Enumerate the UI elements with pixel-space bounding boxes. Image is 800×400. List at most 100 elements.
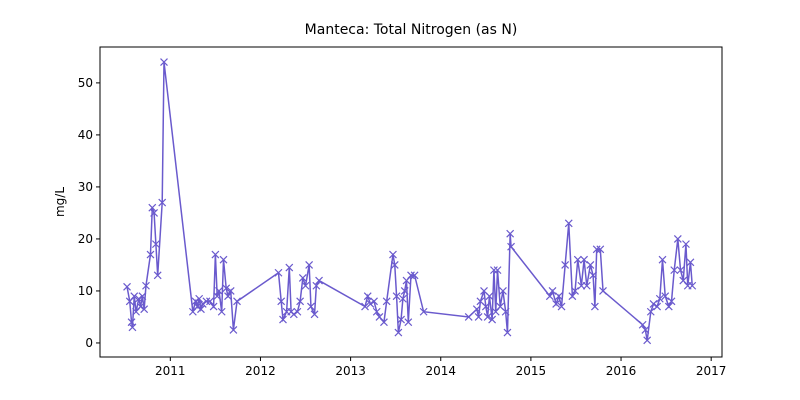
data-marker <box>366 300 375 308</box>
data-marker <box>150 208 159 217</box>
data-marker <box>599 287 607 295</box>
data-marker <box>146 250 155 259</box>
y-tick-label: 50 <box>78 76 93 90</box>
data-marker <box>130 292 139 301</box>
data-marker <box>158 198 167 207</box>
y-tick-label: 10 <box>78 284 93 298</box>
data-marker <box>474 313 483 321</box>
y-tick-label: 40 <box>78 128 93 142</box>
data-marker <box>160 58 168 67</box>
data-marker <box>363 292 372 301</box>
y-axis-label: mg/L <box>53 187 67 217</box>
data-marker <box>274 268 283 277</box>
data-marker <box>215 287 223 295</box>
data-marker <box>134 294 143 303</box>
data-marker <box>191 297 200 306</box>
data-marker <box>285 263 294 272</box>
data-marker <box>289 310 298 319</box>
data-marker <box>392 292 401 301</box>
data-marker <box>404 318 413 327</box>
data-marker <box>151 240 160 249</box>
data-marker <box>503 328 512 337</box>
data-marker <box>571 287 579 295</box>
y-tick-label: 30 <box>78 180 93 194</box>
data-marker <box>197 305 205 314</box>
data-marker <box>198 300 207 308</box>
x-tick-label: 2013 <box>335 364 366 378</box>
data-marker <box>372 307 381 316</box>
data-marker <box>193 302 202 311</box>
data-marker <box>552 300 561 308</box>
data-marker <box>483 313 492 321</box>
data-marker <box>464 313 473 321</box>
data-marker <box>688 281 697 290</box>
data-marker <box>676 266 685 275</box>
data-marker <box>211 250 220 259</box>
data-marker <box>226 287 235 295</box>
data-marker <box>229 326 238 334</box>
x-tick-label: 2014 <box>425 364 456 378</box>
data-marker <box>686 258 695 267</box>
data-marker <box>561 261 570 269</box>
data-marker <box>301 281 310 290</box>
data-marker <box>643 336 652 345</box>
data-marker <box>582 281 591 290</box>
data-marker <box>501 307 510 316</box>
data-marker <box>293 307 302 316</box>
data-marker <box>224 292 232 301</box>
data-marker <box>592 245 601 254</box>
data-marker <box>213 292 222 301</box>
data-marker <box>123 282 131 291</box>
data-marker <box>554 292 563 301</box>
data-marker <box>485 292 494 301</box>
data-marker <box>506 229 515 238</box>
data-marker <box>209 302 218 311</box>
data-marker <box>646 307 655 316</box>
data-marker <box>653 302 662 311</box>
data-marker <box>564 219 573 228</box>
plot-frame <box>99 46 723 358</box>
data-marker <box>661 292 670 301</box>
data-marker <box>568 292 577 301</box>
data-marker <box>370 297 378 306</box>
data-marker <box>596 245 605 254</box>
data-marker <box>580 255 589 264</box>
data-marker <box>488 315 497 324</box>
data-marker <box>472 305 481 314</box>
data-marker <box>658 255 667 264</box>
data-marker <box>407 271 415 280</box>
data-marker <box>202 297 211 306</box>
data-marker <box>655 294 664 303</box>
data-marker <box>219 255 228 264</box>
x-tick-label: 2015 <box>516 364 547 378</box>
data-marker <box>499 287 507 295</box>
data-marker <box>589 271 598 280</box>
x-tick-label: 2016 <box>606 364 637 378</box>
data-marker <box>419 307 428 316</box>
data-marker <box>398 294 407 303</box>
data-marker <box>548 287 557 295</box>
data-marker <box>233 297 241 306</box>
data-marker <box>394 328 403 337</box>
data-marker <box>206 297 214 306</box>
data-marker <box>153 271 162 280</box>
data-marker <box>195 294 204 303</box>
data-marker <box>296 297 305 306</box>
data-marker <box>217 307 226 316</box>
data-marker <box>305 261 314 269</box>
x-tick-label: 2011 <box>155 364 186 378</box>
data-marker <box>507 242 515 251</box>
data-marker <box>557 302 566 311</box>
data-marker <box>138 292 147 301</box>
y-tick-label: 0 <box>85 336 93 350</box>
data-marker <box>641 326 650 334</box>
data-marker <box>222 284 231 293</box>
data-marker <box>279 315 287 324</box>
data-marker <box>361 302 369 311</box>
data-marker <box>307 302 315 311</box>
data-marker <box>481 302 490 311</box>
x-tick-label: 2012 <box>245 364 276 378</box>
data-marker <box>315 276 323 285</box>
